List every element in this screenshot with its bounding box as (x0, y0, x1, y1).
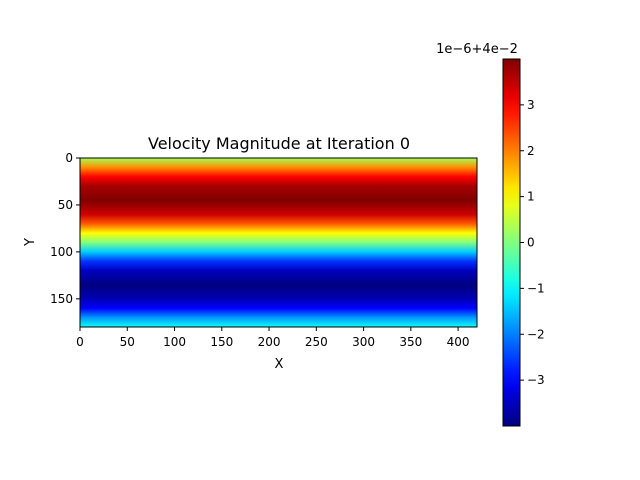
colorbar-tick-label: 3 (527, 98, 535, 112)
x-tick-label: 150 (210, 335, 233, 349)
y-tick-label: 150 (50, 292, 73, 306)
heatmap-field (80, 158, 477, 327)
x-tick-label: 250 (305, 335, 328, 349)
colorbar-tick-label: 0 (527, 236, 535, 250)
x-tick-label: 0 (76, 335, 84, 349)
x-axis-label: X (275, 357, 284, 372)
x-tick-label: 50 (120, 335, 135, 349)
colorbar-tick-label: 2 (527, 144, 535, 158)
x-tick-label: 300 (352, 335, 375, 349)
y-tick-label: 50 (58, 198, 73, 212)
x-axis-ticks: 0 50 100 150 200 250 300 350 400 (76, 327, 470, 349)
chart-title: Velocity Magnitude at Iteration 0 (148, 134, 410, 153)
x-tick-label: 100 (163, 335, 186, 349)
colorbar-tick-label: 1 (527, 190, 535, 204)
y-axis-label: Y (23, 238, 38, 247)
x-tick-label: 350 (399, 335, 422, 349)
x-tick-label: 400 (447, 335, 470, 349)
colorbar-tick-label: −1 (527, 281, 545, 295)
colorbar-tick-label: −3 (527, 373, 545, 387)
colorbar-offset-label: 1e−6+4e−2 (436, 42, 518, 57)
x-tick-label: 200 (258, 335, 281, 349)
y-tick-label: 100 (50, 245, 73, 259)
y-tick-label: 0 (65, 151, 73, 165)
colorbar-tick-label: −2 (527, 327, 545, 341)
plot-frame (79, 157, 478, 328)
colorbar-ticks: −3 −2 −1 0 1 2 3 (520, 98, 545, 387)
colorbar (502, 58, 521, 427)
y-axis-ticks: 0 50 100 150 (50, 151, 80, 306)
